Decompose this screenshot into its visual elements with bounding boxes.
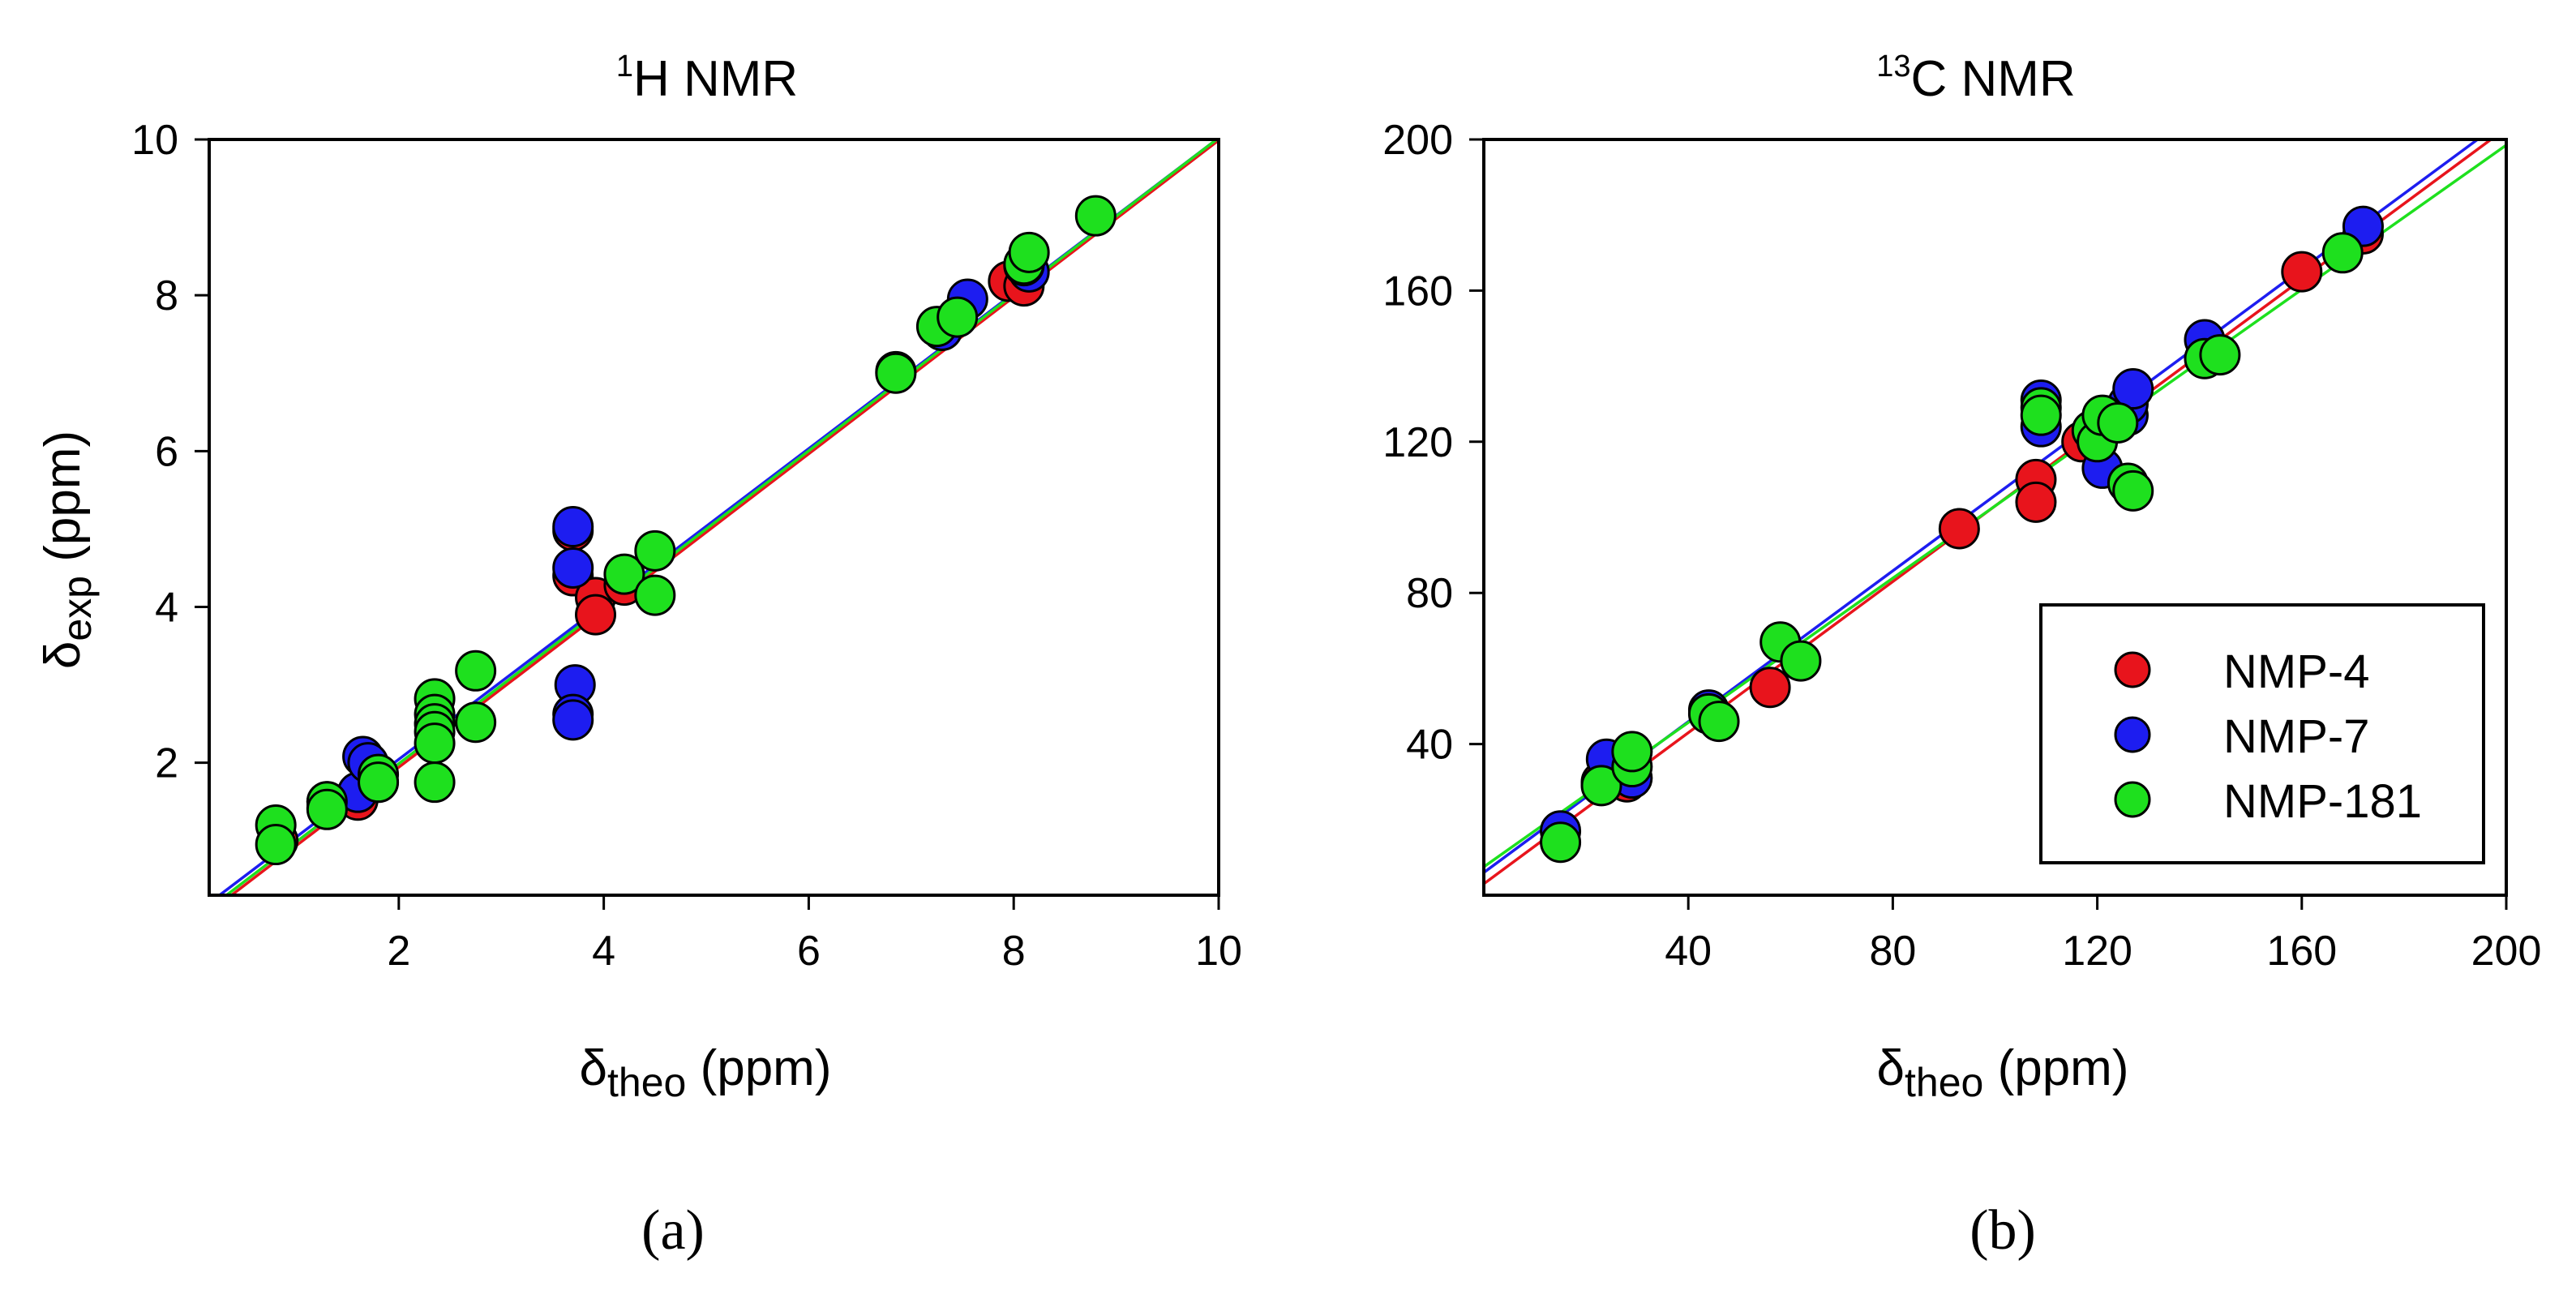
x-tick-label: 40 [1665,928,1712,975]
panel-a-y-label-main: δ [35,641,91,670]
panel-b-x-label-unit: (ppm) [1983,1040,2128,1096]
panel-a-points [255,195,1117,866]
panel-b-caption: (b) [1970,1199,2036,1262]
panel-b-points [1540,205,2384,864]
panel-a-x-label-sub: theo [607,1060,686,1105]
panel-b-title-superscript: 13 [1876,49,1910,84]
legend-label-nmp-7: NMP-7 [2223,710,2369,763]
data-point-nmp-181 [603,553,645,595]
panel-a: 1H NMR δexp (ppm) δtheo (ppm) 2 4 6 8 102468… [35,49,1242,1262]
data-point-nmp-181 [634,574,676,616]
data-point-nmp-181 [1698,701,1740,743]
data-point-nmp-181 [634,529,676,572]
panel-a-plot-frame [208,138,1220,897]
data-point-nmp-181 [1611,731,1653,773]
data-point-nmp-181 [1540,821,1582,864]
y-tick-label: 40 [1406,722,1453,769]
data-point-nmp-181 [414,722,456,765]
panel-b-ticks: 40 80 120 160 200 40 80 120 160 200 [1382,117,2541,975]
panel-a-x-axis-label: δtheo (ppm) [580,1040,832,1105]
y-tick-label: 120 [1382,419,1453,466]
panel-b-title: 13C NMR [1876,49,2075,107]
data-point-nmp-181 [1780,640,1822,682]
data-point-nmp-181 [2112,469,2154,512]
data-point-nmp-181 [306,788,348,830]
panel-a-caption: (a) [641,1199,705,1262]
panel-a-y-axis-label: δexp (ppm) [35,431,100,669]
panel-b-x-label-sub: theo [1905,1060,1983,1105]
legend-marker-nmp-181 [2114,781,2151,818]
x-tick-label: 8 [1002,928,1026,975]
data-point-nmp-181 [1074,195,1117,237]
data-point-nmp-7 [552,699,594,741]
panel-a-x-label-unit: (ppm) [686,1040,831,1096]
y-tick-label: 4 [155,584,178,631]
x-tick-label: 2 [387,928,410,975]
data-point-nmp-4 [575,594,617,636]
panel-b: 13C NMR δtheo (ppm) 40 80 120 160 200 40 80 120… [1382,49,2541,1262]
y-tick-label: 6 [155,428,178,475]
panel-b-x-axis-label: δtheo (ppm) [1877,1040,2129,1105]
data-point-nmp-7 [552,506,594,548]
panel-a-ticks: 2 4 6 8 10 2 4 6 8 10 [131,117,1242,975]
panel-b-plot-frame [1482,138,2508,897]
panel-b-x-label-main: δ [1877,1040,1905,1096]
legend-label-nmp-181: NMP-181 [2223,775,2422,828]
panel-a-y-label-unit: (ppm) [35,431,91,576]
legend-label-nmp-4: NMP-4 [2223,645,2369,698]
panel-a-title: 1H NMR [616,49,798,107]
data-point-nmp-181 [2097,402,2139,444]
y-tick-label: 8 [155,272,178,319]
data-point-nmp-181 [1008,231,1050,273]
x-tick-label: 10 [1195,928,1242,975]
x-tick-label: 120 [2062,928,2132,975]
data-point-nmp-181 [455,701,497,744]
data-point-nmp-4 [1749,667,1791,709]
data-point-nmp-7 [2112,368,2154,410]
data-point-nmp-4 [2015,481,2057,523]
y-tick-label: 80 [1406,570,1453,617]
y-tick-label: 200 [1382,117,1453,164]
data-point-nmp-7 [552,547,594,589]
panel-a-title-superscript: 1 [616,49,633,84]
panel-a-x-label-main: δ [580,1040,608,1096]
data-point-nmp-181 [937,296,979,338]
x-tick-label: 200 [2471,928,2542,975]
data-point-nmp-181 [455,650,497,692]
panel-b-legend: NMP-4 NMP-7 NMP-181 [2039,603,2485,864]
data-point-nmp-181 [414,761,456,804]
data-point-nmp-181 [2199,334,2241,376]
legend-marker-nmp-7 [2114,716,2151,753]
data-point-nmp-181 [255,824,297,866]
y-tick-label: 10 [131,117,178,164]
x-tick-label: 6 [797,928,821,975]
x-tick-label: 160 [2266,928,2337,975]
x-tick-label: 80 [1869,928,1916,975]
panel-b-title-main: C NMR [1911,51,2076,107]
data-point-nmp-181 [2020,394,2062,436]
legend-marker-nmp-4 [2114,651,2151,688]
data-point-nmp-181 [875,352,917,394]
data-point-nmp-4 [1938,508,1980,550]
x-tick-label: 4 [592,928,615,975]
data-point-nmp-181 [1580,765,1622,807]
y-tick-label: 2 [155,740,178,787]
panel-a-title-main: H NMR [633,51,798,107]
panel-a-y-label-sub: exp [54,576,100,641]
data-point-nmp-4 [2281,251,2323,293]
data-point-nmp-181 [358,761,400,804]
y-tick-label: 160 [1382,268,1453,315]
data-point-nmp-181 [2321,232,2364,274]
